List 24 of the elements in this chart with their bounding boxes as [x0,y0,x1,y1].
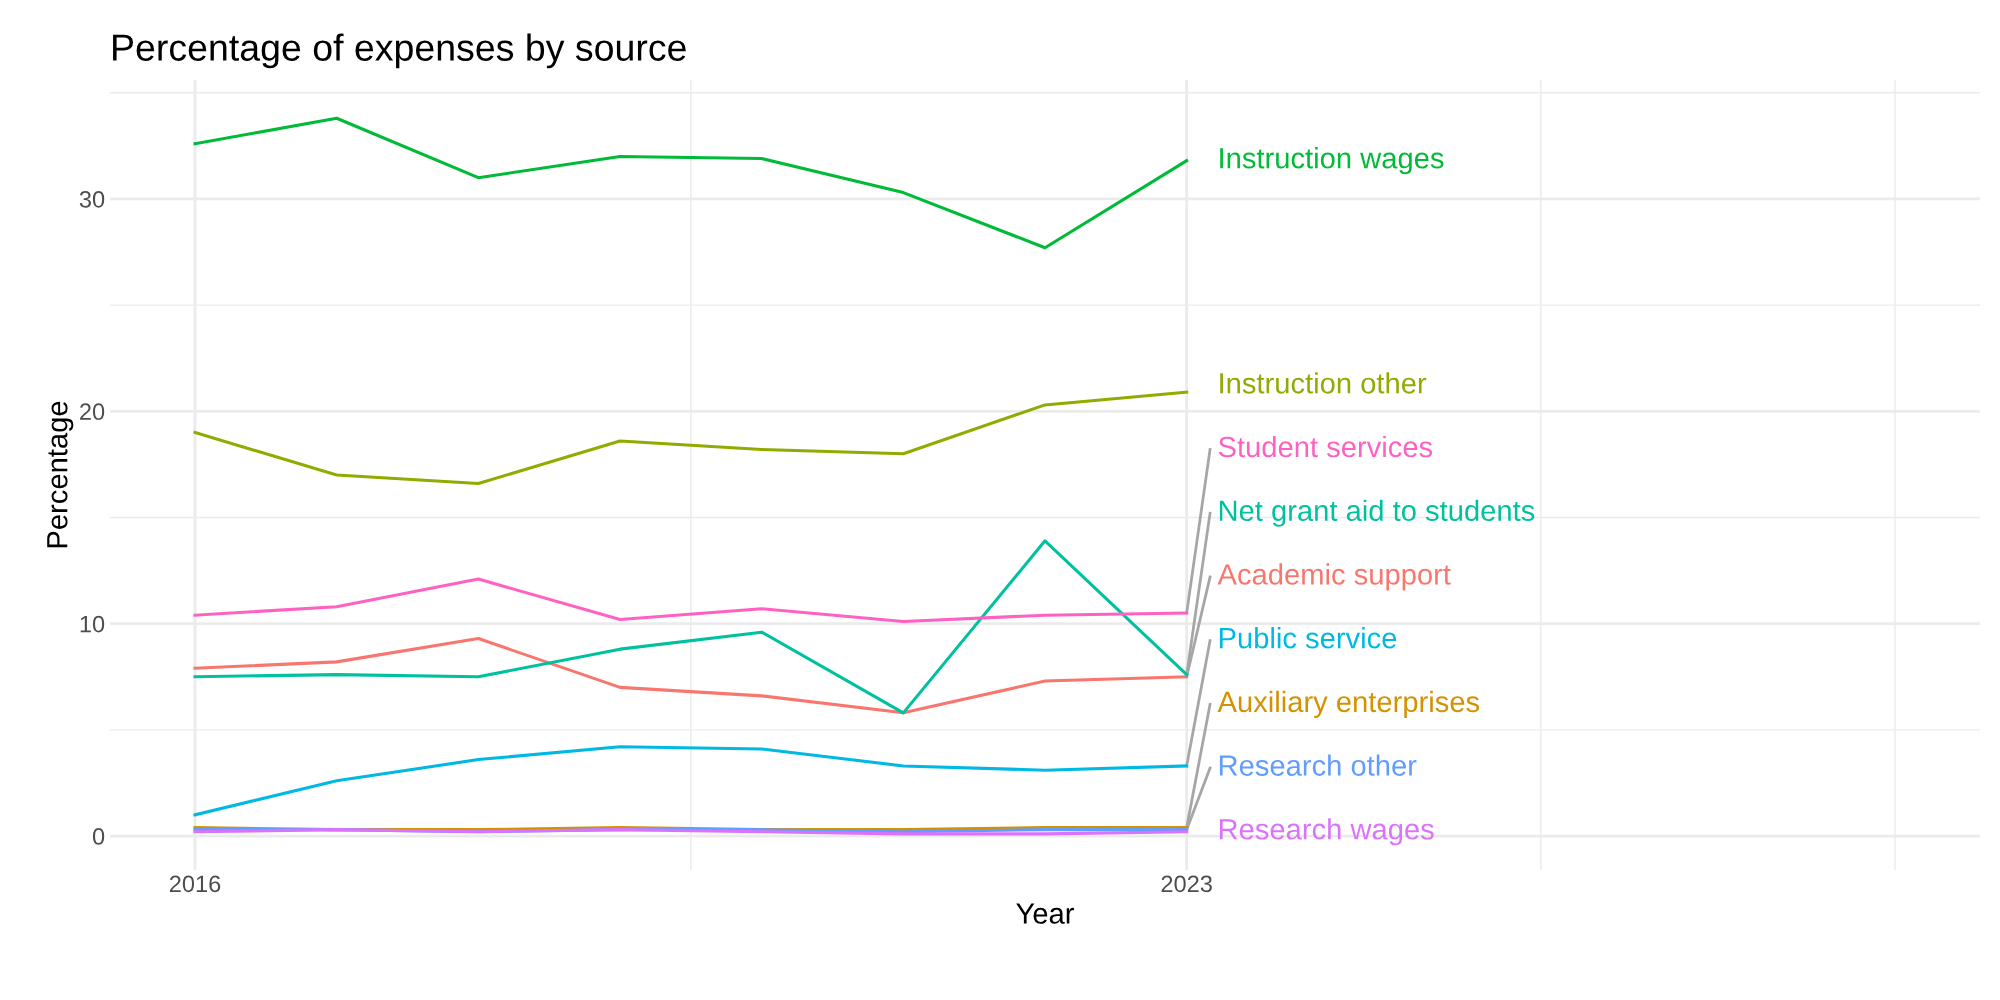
series-label: Instruction wages [1220,147,1444,175]
x-tick-label: 2023 [1161,875,1212,893]
chart-title: Percentage of expenses by source [113,33,686,69]
x-axis-title: Year [1016,903,1074,924]
text: Research other [1219,754,1417,776]
y-tick-label: 20 [80,403,105,421]
text: Auxiliary enterprises [1217,690,1480,718]
line-series [193,577,1189,624]
text: Net grant aid to students [1219,499,1535,527]
text: Student services [1218,435,1433,458]
y-tick-label: 10 [80,615,105,633]
line-series [193,116,1189,250]
y-axis-title: Percentage [47,401,74,548]
text: Public service [1219,627,1397,649]
x-tick-label: 2016 [169,875,221,893]
y-tick-label: 0 [92,828,105,845]
series-label: Instruction other [1220,372,1427,394]
line-series [193,636,1189,715]
line-series [193,745,1189,817]
line-series [193,539,1189,715]
text: Academic support [1217,563,1451,591]
series-label: Research wages [1219,818,1434,846]
y-tick-label: 30 [79,190,105,208]
line-series [193,390,1189,486]
